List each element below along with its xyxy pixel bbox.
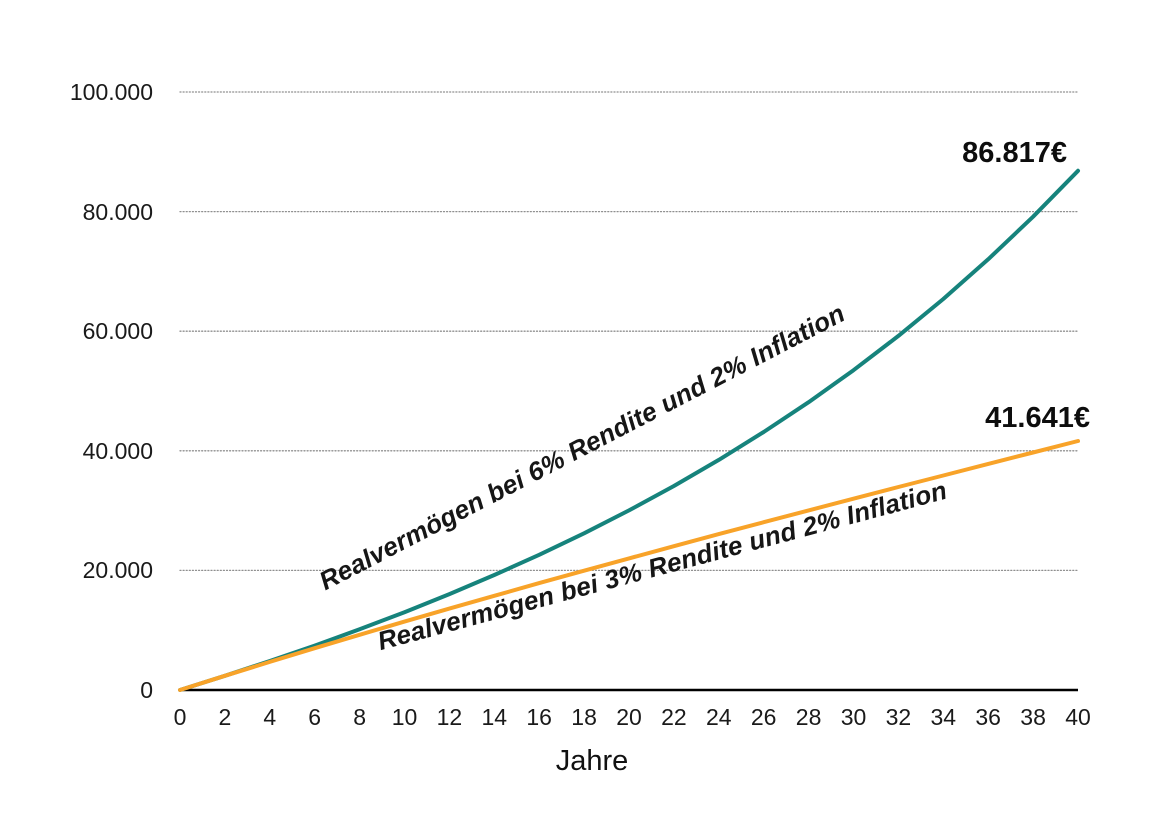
x-tick-label: 8: [353, 704, 366, 730]
x-tick-label: 32: [885, 704, 912, 730]
x-tick-label: 16: [526, 704, 552, 730]
end-value-6pct-rendite: 86.817€: [962, 137, 1067, 169]
x-axis-title: Jahre: [555, 745, 629, 777]
x-tick-label: 4: [263, 704, 277, 730]
x-tick-label: 12: [436, 704, 463, 730]
x-tick-label: 38: [1020, 704, 1046, 730]
x-tick-label: 36: [975, 704, 1001, 730]
x-tick-label: 40: [1065, 704, 1091, 730]
end-value-3pct-rendite: 41.641€: [985, 402, 1090, 434]
x-tick-label: 6: [308, 704, 322, 730]
y-tick-label: 0: [140, 677, 153, 703]
x-tick-label: 20: [616, 704, 642, 730]
series-line-6pct: [178, 168, 1080, 692]
x-tick-label: 14: [481, 704, 508, 730]
x-tick-label: 34: [930, 704, 957, 730]
x-tick-label: 18: [571, 704, 597, 730]
x-tick-label: 2: [218, 704, 232, 730]
x-tick-label: 30: [840, 704, 867, 730]
x-tick-label: 28: [795, 704, 822, 730]
y-tick-label: 20.000: [82, 557, 153, 584]
x-tick-label: 22: [661, 704, 687, 730]
y-tick-label: 60.000: [82, 318, 153, 345]
x-tick-label: 26: [750, 704, 777, 730]
y-tick-label: 40.000: [82, 437, 153, 464]
x-tick-label: 10: [391, 704, 418, 730]
series-line-3pct: [178, 439, 1080, 692]
x-tick-label: 24: [706, 704, 732, 730]
x-tick-label: 0: [173, 704, 187, 730]
y-tick-label: 80.000: [82, 198, 153, 225]
y-tick-label: 100.000: [69, 79, 153, 105]
